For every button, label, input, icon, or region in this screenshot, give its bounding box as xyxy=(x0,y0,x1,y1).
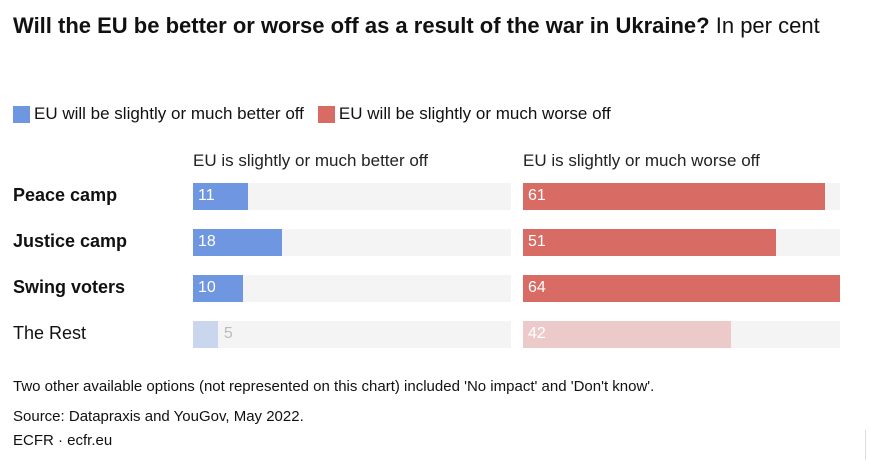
category-label: Justice camp xyxy=(13,231,128,251)
bar xyxy=(193,321,218,348)
bar-track: 11 xyxy=(193,183,511,210)
bar xyxy=(523,183,826,210)
bar xyxy=(193,275,243,302)
divider xyxy=(865,430,866,460)
bar xyxy=(193,229,283,256)
legend-label: EU will be slightly or much better off xyxy=(34,104,304,123)
bar-track: 10 xyxy=(193,275,511,302)
bar xyxy=(193,183,248,210)
data-label: 11 xyxy=(198,187,215,204)
credit: ECFR · ecfr.eu xyxy=(13,432,113,449)
panel-title-better: EU is slightly or much better off xyxy=(193,151,428,170)
category-label: The Rest xyxy=(13,323,87,343)
data-label: 5 xyxy=(223,325,233,342)
source: Source: Datapraxis and YouGov, May 2022. xyxy=(13,408,304,425)
bar-track: 42 xyxy=(523,321,840,348)
legend-item-worse: EU will be slightly or much worse off xyxy=(317,104,611,124)
data-label: 61 xyxy=(528,187,546,204)
chart-title: Will the EU be better or worse off as a … xyxy=(13,13,820,38)
panel-title-worse: EU is slightly or much worse off xyxy=(523,151,760,170)
legend-swatch xyxy=(13,105,30,123)
footnote: Two other available options (not represe… xyxy=(13,378,655,395)
data-label: 18 xyxy=(198,233,216,250)
data-label: 51 xyxy=(528,233,546,250)
data-label: 10 xyxy=(198,279,216,296)
legend-label: EU will be slightly or much worse off xyxy=(338,104,611,123)
bar xyxy=(523,275,840,302)
bar-track: 18 xyxy=(193,229,511,256)
legend-swatch xyxy=(317,105,335,123)
bar-track: 5 xyxy=(193,321,511,348)
legend: EU will be slightly or much better off E… xyxy=(13,104,611,124)
data-label: 64 xyxy=(528,279,546,296)
bar-track: 51 xyxy=(523,229,840,256)
bar-track: 61 xyxy=(523,183,840,210)
data-label: 42 xyxy=(528,325,546,342)
category-label: Peace camp xyxy=(13,185,118,205)
bar xyxy=(523,229,776,256)
legend-item-better: EU will be slightly or much better off xyxy=(13,104,304,124)
bar xyxy=(523,321,732,348)
bar-track: 64 xyxy=(523,275,840,302)
category-label: Swing voters xyxy=(13,277,126,297)
